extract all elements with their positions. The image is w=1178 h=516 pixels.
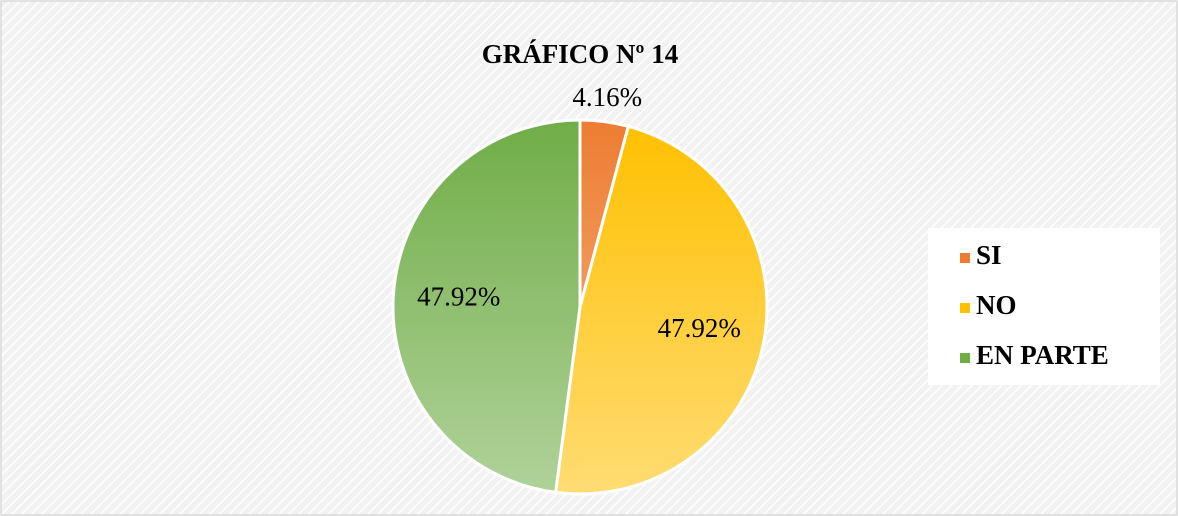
chart-title: GRÁFICO Nº 14: [482, 39, 678, 69]
data-label: 47.92%: [658, 313, 741, 343]
legend-marker: [960, 253, 970, 263]
legend-label: NO: [976, 290, 1017, 320]
legend-marker: [960, 303, 970, 313]
pie-slice: [553, 124, 769, 496]
legend-label: SI: [976, 240, 1002, 270]
data-label: 47.92%: [417, 281, 500, 311]
legend-marker: [960, 353, 970, 363]
legend-label: EN PARTE: [976, 340, 1109, 370]
data-label: 4.16%: [572, 82, 642, 112]
pie-slice: [391, 118, 582, 495]
